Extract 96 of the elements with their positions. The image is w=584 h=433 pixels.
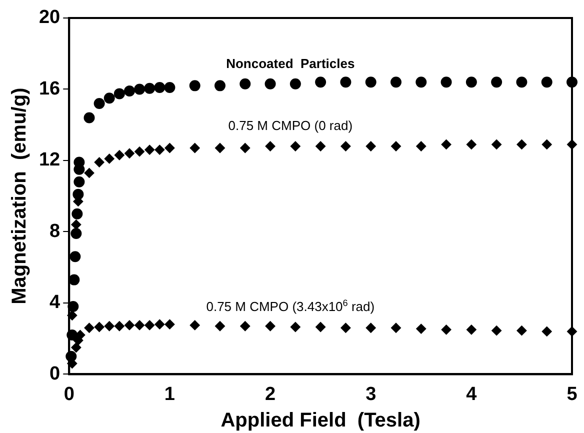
x-tick-label: 3 [366, 384, 376, 405]
series-label: Noncoated Particles [226, 56, 355, 71]
point [416, 76, 427, 88]
point [124, 320, 134, 330]
point [70, 251, 81, 262]
point [240, 143, 250, 154]
point [164, 319, 175, 330]
point [390, 141, 401, 152]
y-axis-title: Magnetization (emu/g) [8, 88, 31, 304]
point [290, 78, 301, 90]
point [366, 322, 376, 333]
point [124, 86, 135, 97]
y-tick-label: 12 [38, 150, 60, 171]
point [94, 157, 104, 168]
point [440, 76, 452, 88]
x-tick-label: 5 [566, 384, 578, 405]
point [214, 80, 226, 92]
point [390, 76, 402, 88]
point [492, 326, 502, 336]
point [315, 76, 326, 88]
point [134, 146, 145, 157]
point [114, 321, 124, 332]
point [466, 324, 476, 335]
point [134, 84, 146, 95]
point [71, 342, 82, 352]
y-tick-label: 0 [50, 363, 60, 384]
point [144, 82, 156, 94]
point [441, 139, 452, 150]
point [541, 76, 552, 88]
point [68, 274, 80, 286]
x-tick-label: 2 [264, 384, 276, 405]
point [72, 208, 83, 220]
point [144, 144, 155, 155]
point [104, 321, 114, 332]
point [492, 139, 502, 150]
point [154, 82, 166, 93]
point [366, 141, 376, 152]
point [466, 76, 477, 88]
point [164, 143, 175, 154]
point [491, 76, 502, 88]
point [94, 98, 105, 109]
point [164, 82, 176, 93]
y-tick-label: 16 [38, 78, 60, 100]
point [542, 139, 552, 150]
point [265, 141, 276, 152]
point [516, 326, 527, 336]
point [124, 148, 134, 158]
point [74, 176, 85, 188]
x-tick-label: 1 [164, 384, 176, 405]
point [516, 76, 528, 88]
point [114, 150, 124, 160]
point [290, 322, 300, 332]
point [154, 144, 165, 155]
x-tick-label: 0 [64, 384, 74, 405]
point [190, 320, 200, 330]
x-axis-title: Applied Field (Tesla) [220, 410, 420, 432]
point [84, 112, 95, 124]
point [340, 141, 351, 152]
point [214, 321, 225, 332]
y-tick-label: 4 [50, 292, 61, 314]
point [84, 322, 94, 333]
point [189, 80, 200, 92]
point [542, 326, 552, 336]
point [71, 220, 82, 230]
point [340, 322, 351, 333]
point [264, 78, 276, 90]
point [214, 143, 225, 154]
point [416, 324, 426, 334]
point [316, 322, 326, 332]
y-tick-label: 20 [38, 7, 60, 28]
point [144, 320, 155, 330]
point [104, 92, 115, 104]
point [316, 141, 326, 152]
point [365, 76, 376, 88]
point [416, 141, 426, 152]
point [340, 76, 352, 88]
point [134, 320, 145, 330]
point [240, 321, 250, 332]
point [265, 321, 276, 332]
point [190, 143, 200, 154]
x-tick-label: 4 [466, 384, 478, 405]
point [70, 228, 82, 239]
point [114, 88, 125, 100]
point [290, 141, 300, 152]
point [94, 322, 104, 332]
point [441, 324, 452, 335]
point [72, 188, 84, 200]
y-tick-label: 8 [50, 220, 60, 242]
point [390, 322, 401, 333]
point [84, 168, 94, 178]
series-label: 0.75 M CMPO (0 rad) [228, 118, 353, 134]
point [240, 78, 251, 90]
point [154, 319, 165, 330]
point [466, 139, 476, 150]
point [104, 154, 114, 164]
point [516, 139, 527, 150]
